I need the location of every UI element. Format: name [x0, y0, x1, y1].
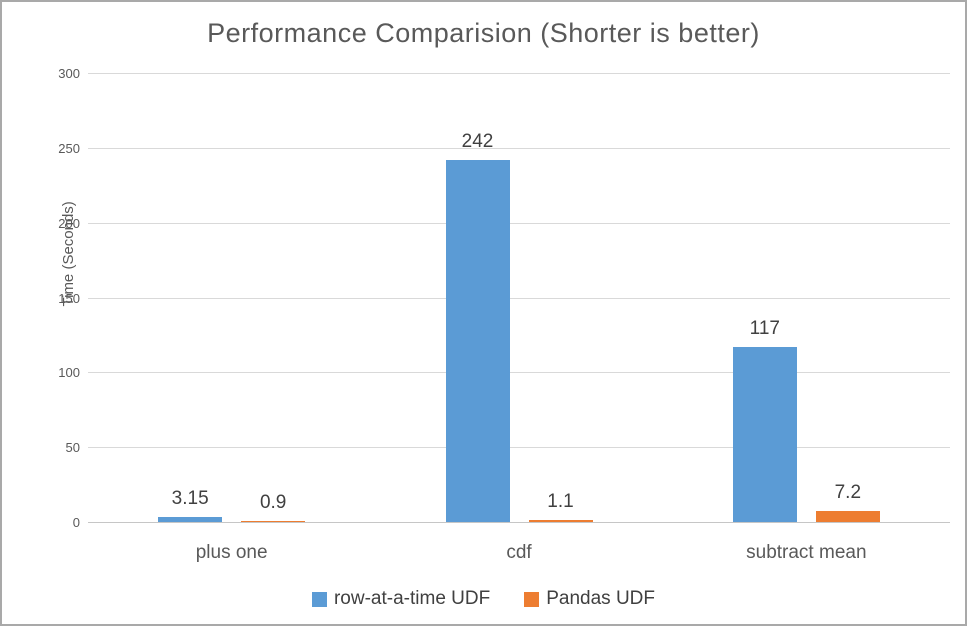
- bar-series1-subtract-mean[interactable]: [815, 511, 880, 522]
- x-category-label-plus-one: plus one: [195, 542, 268, 563]
- y-tick-label-300: 300: [58, 66, 80, 81]
- y-tick-label-50: 50: [65, 440, 80, 456]
- x-category-label-cdf: cdf: [506, 542, 532, 563]
- gridline-y-50: [88, 447, 950, 449]
- y-tick-label-0: 0: [72, 515, 80, 530]
- gridline-y-200: [88, 222, 950, 224]
- data-label-series1-cdf: 1.1: [547, 491, 574, 513]
- chart-title: Performance Comparision (Shorter is bett…: [207, 18, 760, 48]
- data-label-series0-cdf: 242: [461, 130, 494, 152]
- legend-item-row-at-a-time-udf[interactable]: row-at-a-time UDF: [311, 588, 491, 610]
- data-label-series0-plus-one: 3.15: [171, 488, 209, 510]
- plot-area: 3.15 0.9 242 1.1 117 7.2: [88, 73, 950, 523]
- gridline-y-300: [88, 73, 950, 74]
- data-label-series0-subtract-mean: 117: [749, 317, 780, 339]
- gridline-y-100: [88, 372, 950, 374]
- y-tick-label-100: 100: [58, 365, 80, 381]
- legend: row-at-a-time UDF Pandas UDF: [2, 588, 965, 610]
- bar-series0-subtract-mean[interactable]: [732, 346, 797, 522]
- gridline-y-0: [88, 522, 950, 523]
- x-category-label-subtract-mean: subtract mean: [746, 542, 867, 563]
- data-label-series1-plus-one: 0.9: [259, 491, 287, 513]
- y-tick-label-250: 250: [58, 140, 80, 156]
- y-tick-label-150: 150: [58, 290, 80, 306]
- gridline-y-150: [88, 297, 950, 299]
- legend-item-pandas-udf[interactable]: Pandas UDF: [524, 588, 655, 610]
- data-label-series1-subtract-mean: 7.2: [834, 482, 862, 504]
- legend-swatch-icon: [311, 591, 327, 607]
- bar-series0-plus-one[interactable]: [158, 517, 223, 522]
- legend-label: Pandas UDF: [546, 588, 655, 609]
- legend-swatch-icon: [524, 591, 540, 607]
- legend-label: row-at-a-time UDF: [333, 588, 491, 609]
- bar-series0-cdf[interactable]: [445, 159, 510, 522]
- bar-series1-plus-one[interactable]: [241, 520, 306, 522]
- gridline-y-250: [88, 147, 950, 149]
- bar-series1-cdf[interactable]: [528, 520, 593, 522]
- y-tick-label-200: 200: [58, 215, 80, 231]
